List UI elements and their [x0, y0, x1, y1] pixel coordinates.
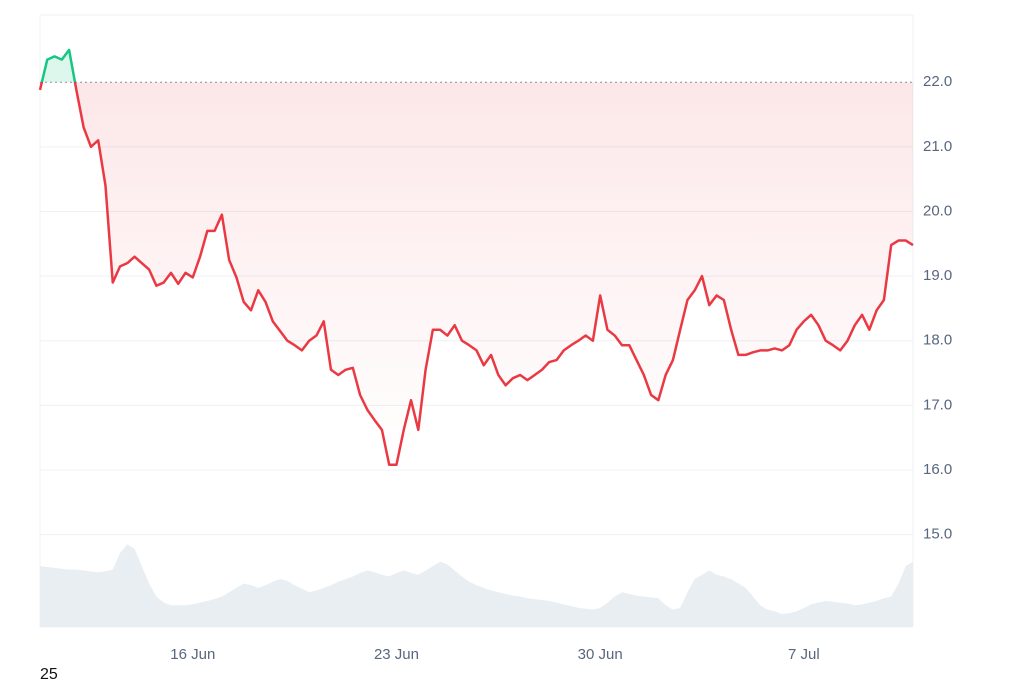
y-tick-label: 21.0: [923, 138, 952, 155]
x-tick-label: 16 Jun: [170, 646, 215, 663]
x-tick-label: 23 Jun: [374, 646, 419, 663]
footer-text: 25: [40, 666, 58, 683]
y-tick-label: 15.0: [923, 526, 952, 543]
price-area: [40, 49, 913, 465]
y-tick-label: 20.0: [923, 202, 952, 219]
volume-area: [40, 544, 913, 627]
y-tick-label: 17.0: [923, 396, 952, 413]
y-tick-label: 16.0: [923, 461, 952, 478]
x-tick-label: 30 Jun: [578, 646, 623, 663]
y-tick-label: 18.0: [923, 332, 952, 349]
y-tick-label: 22.0: [923, 73, 952, 90]
price-line: [38, 48, 914, 467]
y-tick-label: 19.0: [923, 267, 952, 284]
x-tick-label: 7 Jul: [788, 646, 820, 663]
